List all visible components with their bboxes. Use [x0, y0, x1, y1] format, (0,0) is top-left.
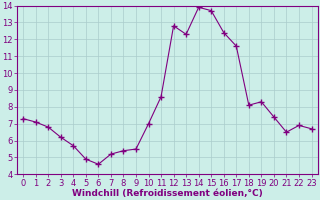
X-axis label: Windchill (Refroidissement éolien,°C): Windchill (Refroidissement éolien,°C)	[72, 189, 263, 198]
